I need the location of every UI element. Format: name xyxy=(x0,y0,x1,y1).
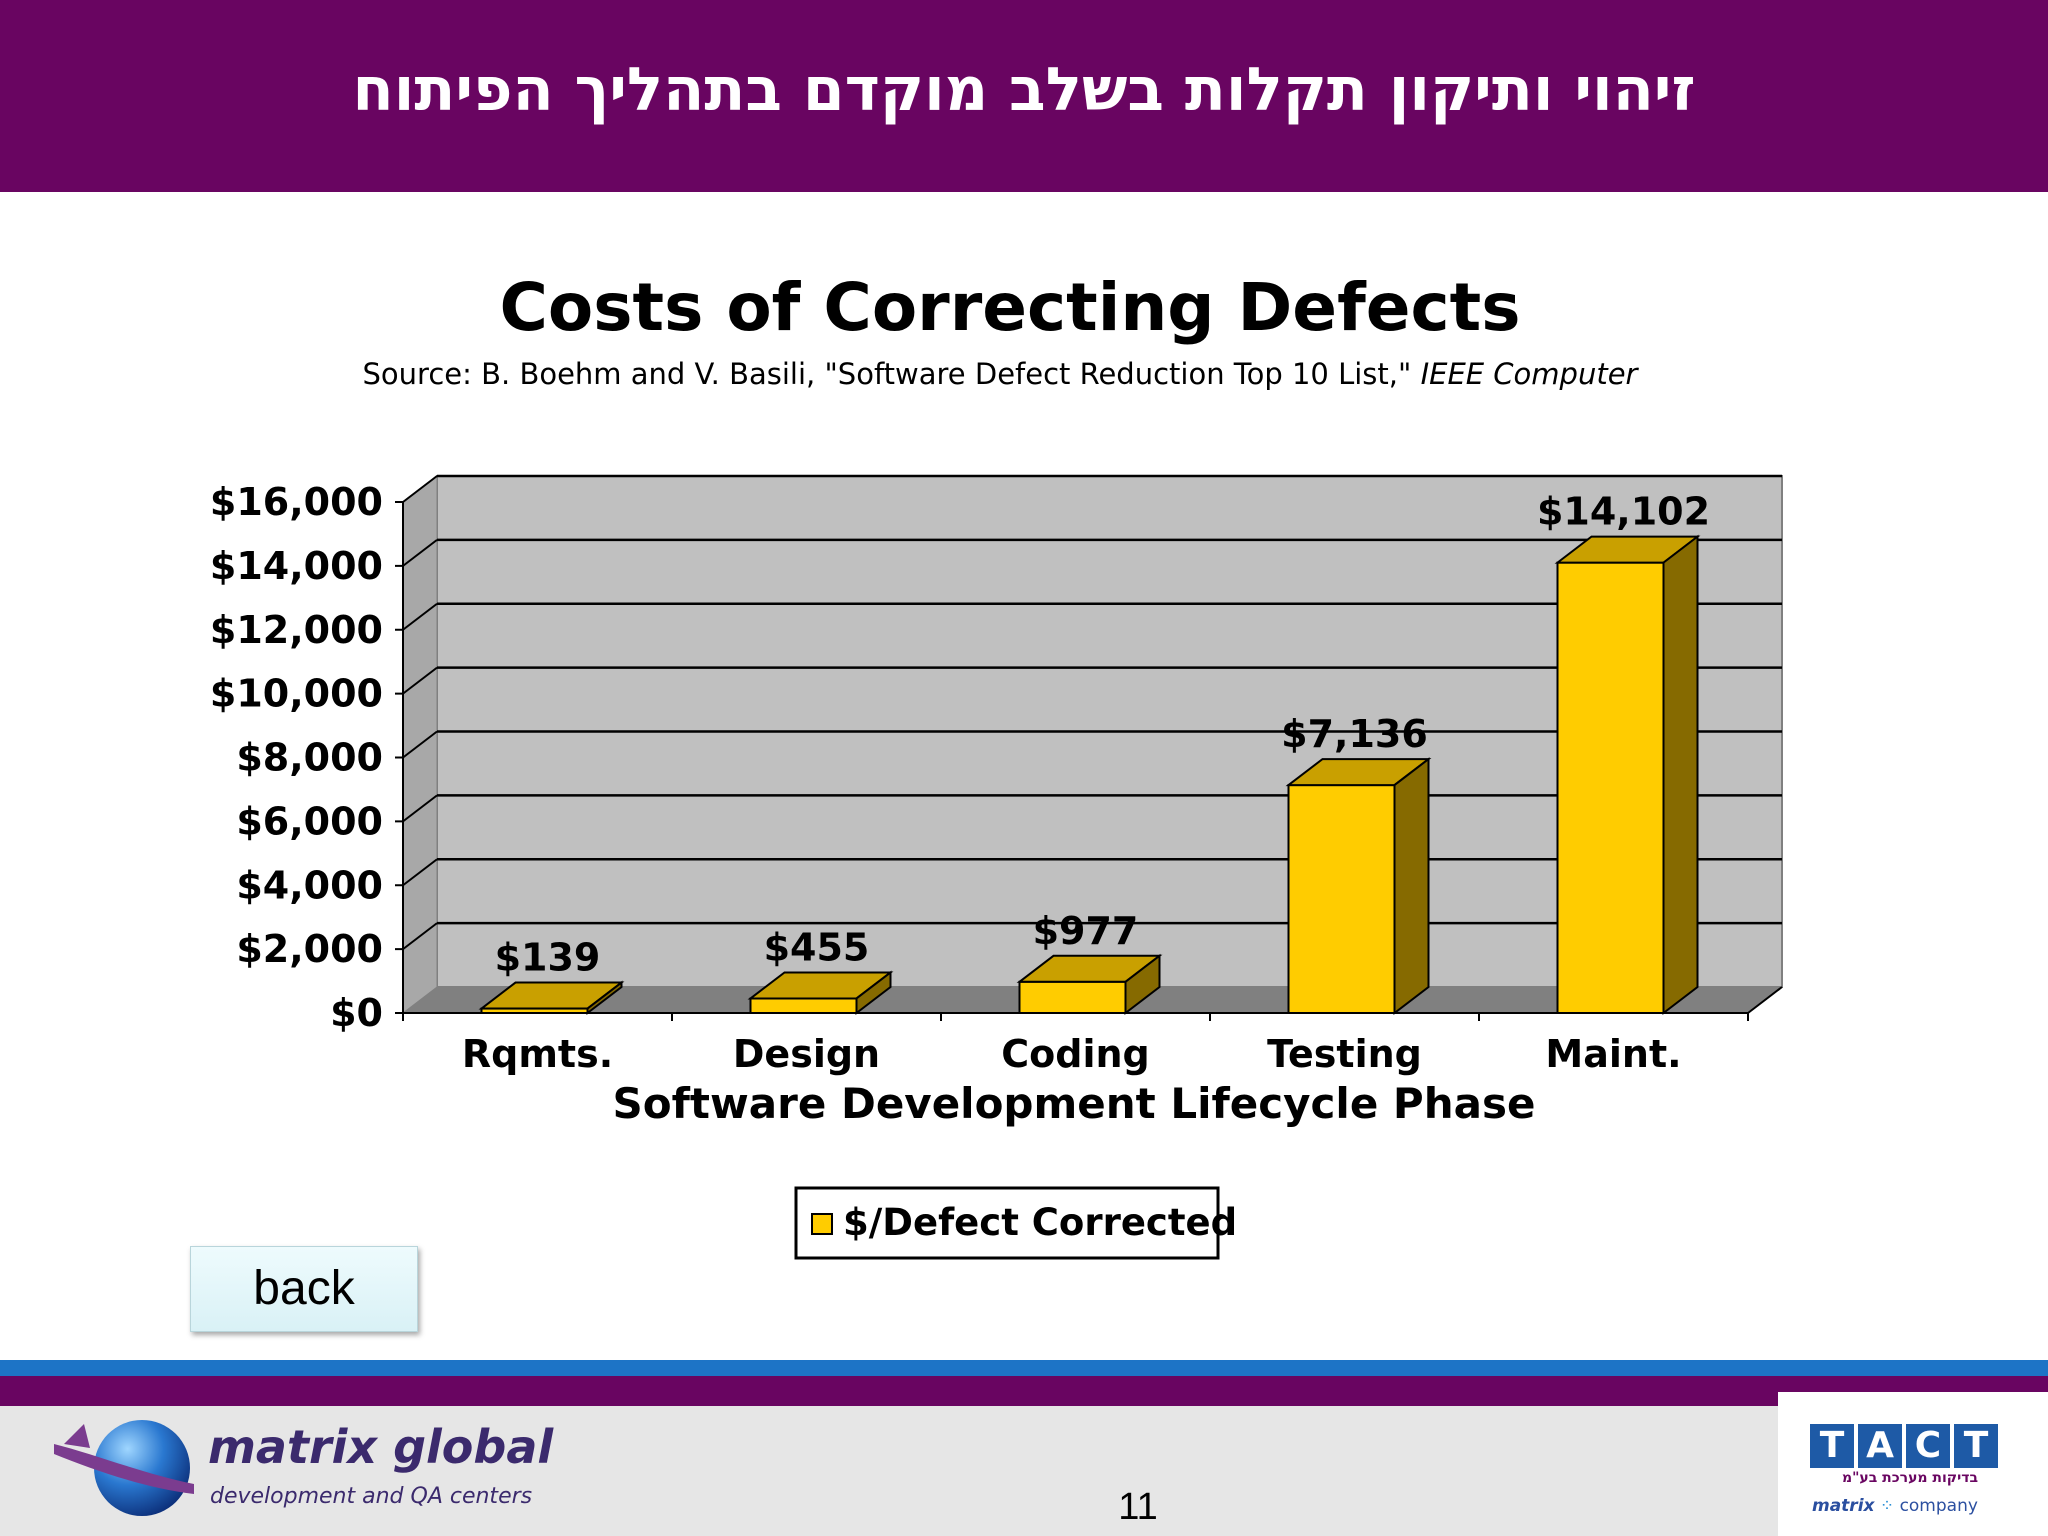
chart-plot: $0 $2,000 $4,000 $6,000 $8,000 $10,000 $12,000… xyxy=(210,474,1783,1128)
gridline-depth xyxy=(402,666,438,695)
bar xyxy=(1556,561,1665,1014)
tact-letter: A xyxy=(1858,1424,1902,1468)
y-tick-label: $2,000 xyxy=(236,927,383,971)
data-label: $14,102 xyxy=(1537,490,1710,534)
chart-legend: $/Defect Corrected xyxy=(794,1186,1237,1260)
gridline-depth xyxy=(402,794,438,823)
tact-letter: T xyxy=(1810,1424,1854,1468)
tact-logo: T A C T xyxy=(1810,1424,1998,1468)
data-label: $455 xyxy=(764,925,870,969)
company-tagline: development and QA centers xyxy=(210,1484,533,1509)
globe-logo-icon xyxy=(54,1420,194,1516)
tact-company-prefix: matrix xyxy=(1812,1496,1875,1516)
back-button[interactable]: back xyxy=(190,1246,418,1332)
footer-bar xyxy=(0,1406,2048,1536)
y-tick-label: $10,000 xyxy=(210,672,383,716)
x-tick-label: Coding xyxy=(1001,1032,1149,1076)
gridline-depth xyxy=(402,730,438,759)
x-tick-label: Rqmts. xyxy=(462,1032,613,1076)
gridline-depth xyxy=(402,539,438,567)
tact-company-line: matrix ⁘ company xyxy=(1812,1496,2022,1516)
header-bar: זיהוי ותיקון תקלות בשלב מוקדם בתהליך הפי… xyxy=(0,0,2048,192)
company-name: matrix global xyxy=(208,1420,554,1474)
chart-subtitle: Source: B. Boehm and V. Basili, "Softwar… xyxy=(363,357,1640,391)
y-tick-label: $14,000 xyxy=(210,544,383,588)
x-tick-label: Design xyxy=(733,1032,880,1076)
bar xyxy=(1018,980,1127,1014)
chart-subtitle-journal: IEEE Computer xyxy=(1421,357,1640,391)
y-tick-label: $12,000 xyxy=(210,608,383,652)
bar xyxy=(1287,784,1396,1014)
slide-title: זיהוי ותיקון תקלות בשלב מוקדם בתהליך הפי… xyxy=(352,55,1696,125)
bar xyxy=(749,997,858,1015)
tact-letter: C xyxy=(1906,1424,1950,1468)
data-label: $7,136 xyxy=(1281,712,1428,756)
y-tick-label: $0 xyxy=(330,991,383,1035)
gridline-depth xyxy=(402,858,438,887)
x-tick-label: Testing xyxy=(1267,1032,1422,1076)
legend-label: $/Defect Corrected xyxy=(843,1201,1237,1244)
chart-subtitle-source: Source: B. Boehm and V. Basili, "Softwar… xyxy=(363,357,1412,391)
bar-side xyxy=(855,970,892,1016)
gridline-depth xyxy=(402,602,438,631)
data-label: $139 xyxy=(495,936,601,980)
page-number: 11 xyxy=(1118,1486,1158,1528)
y-tick-label: $6,000 xyxy=(236,799,383,843)
y-tick-label: $4,000 xyxy=(236,863,383,907)
footer-stripe-purple xyxy=(0,1376,2048,1406)
y-tick-label: $16,000 xyxy=(210,480,383,524)
y-tick-label: $8,000 xyxy=(236,736,383,780)
bar-side xyxy=(586,980,623,1016)
data-label: $977 xyxy=(1033,909,1139,953)
bar-side xyxy=(1662,534,1699,1016)
chart-title: Costs of Correcting Defects xyxy=(499,269,1520,346)
x-axis-depth xyxy=(1747,986,1783,1014)
legend-box xyxy=(794,1186,1220,1260)
dots-icon: ⁘ xyxy=(1879,1496,1895,1516)
gridline-depth xyxy=(402,475,438,503)
tact-company-suffix: company xyxy=(1899,1496,1978,1516)
tact-letter: T xyxy=(1954,1424,1998,1468)
bar-side xyxy=(1124,953,1161,1016)
bar-chart: Costs of Correcting Defects Source: B. B… xyxy=(210,269,1783,1260)
legend-swatch xyxy=(811,1213,833,1235)
footer-stripe-blue xyxy=(0,1360,2048,1376)
x-axis-label: Software Development Lifecycle Phase xyxy=(613,1079,1536,1128)
tact-subtitle: בדיקות מערכת בע"מ xyxy=(1842,1470,1978,1486)
x-tick-label: Maint. xyxy=(1545,1032,1681,1076)
bar-side xyxy=(1393,757,1430,1016)
gridline-depth xyxy=(402,922,438,950)
